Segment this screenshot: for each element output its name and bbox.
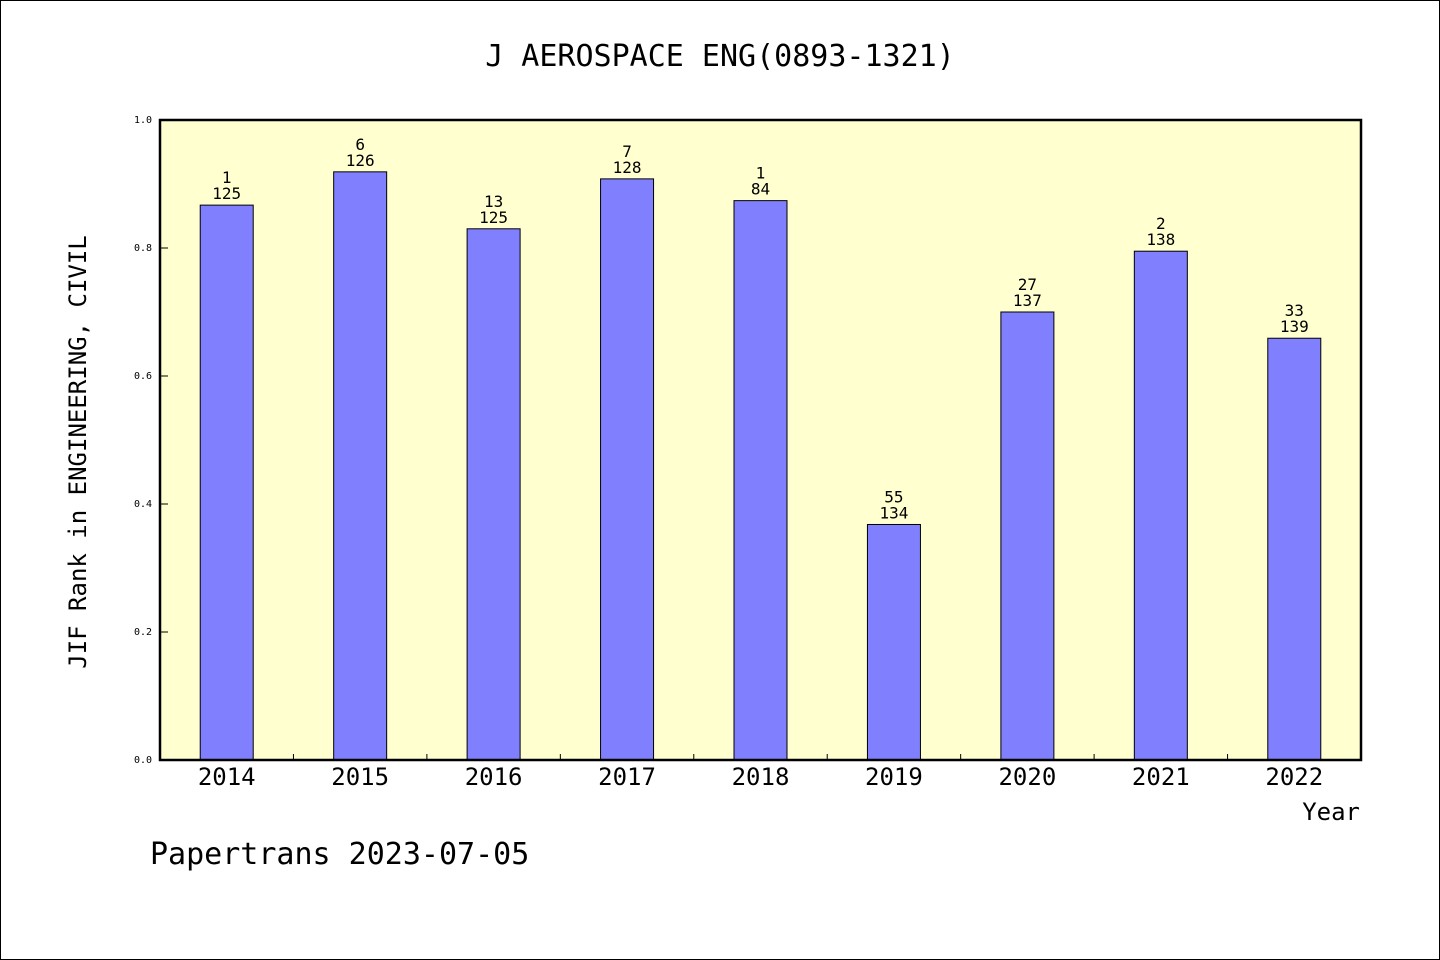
y-tick-label: 0.8 [134, 243, 152, 254]
bar-2020 [1000, 311, 1055, 761]
data-label-rank: 55 [884, 487, 903, 506]
x-axis-label: Year [1302, 798, 1360, 826]
data-label-total: 84 [751, 180, 770, 199]
data-label-total: 134 [879, 503, 908, 522]
bar-2014 [199, 204, 254, 761]
data-label-total: 128 [613, 158, 642, 177]
data-label-rank: 33 [1285, 301, 1304, 320]
y-tick-label: 0.2 [134, 627, 152, 638]
bar-2015 [333, 171, 388, 761]
x-tick-label: 2018 [732, 763, 790, 791]
x-tick-label: 2016 [465, 763, 523, 791]
bar-2017 [600, 178, 655, 761]
data-label-rank: 13 [484, 192, 503, 211]
data-label-total: 139 [1280, 317, 1309, 336]
data-label-total: 125 [479, 208, 508, 227]
x-tick-label: 2019 [865, 763, 923, 791]
y-tick-label: 0.4 [134, 499, 152, 510]
y-tick-label: 0.0 [134, 755, 152, 766]
x-tick-label: 2017 [598, 763, 656, 791]
data-label-rank: 27 [1018, 275, 1037, 294]
bar-2018 [733, 200, 788, 761]
x-tick-label: 2021 [1132, 763, 1190, 791]
data-label-rank: 1 [756, 164, 766, 183]
data-label-rank: 7 [622, 142, 632, 161]
bar-2022 [1267, 337, 1322, 761]
x-tick-label: 2020 [998, 763, 1056, 791]
y-tick-label: 0.6 [134, 371, 152, 382]
bar-2019 [866, 523, 921, 761]
bar-2021 [1133, 250, 1188, 761]
x-tick-label: 2015 [331, 763, 389, 791]
plot-border [158, 118, 1363, 762]
y-tick-label: 1.0 [134, 115, 152, 126]
x-tick-label: 2014 [198, 763, 256, 791]
data-label-rank: 2 [1156, 214, 1166, 233]
data-label-rank: 1 [222, 168, 232, 187]
data-label-total: 138 [1146, 230, 1175, 249]
x-tick-label: 2022 [1265, 763, 1323, 791]
footer-text: Papertrans 2023-07-05 [150, 837, 529, 872]
bar-2016 [466, 228, 521, 761]
data-label-rank: 6 [355, 135, 365, 154]
data-label-total: 126 [346, 151, 375, 170]
data-label-total: 137 [1013, 291, 1042, 310]
chart-title: J AEROSPACE ENG(0893-1321) [485, 39, 955, 74]
y-axis-label: JIF Rank in ENGINEERING, CIVIL [64, 235, 92, 668]
data-label-total: 125 [212, 184, 241, 203]
